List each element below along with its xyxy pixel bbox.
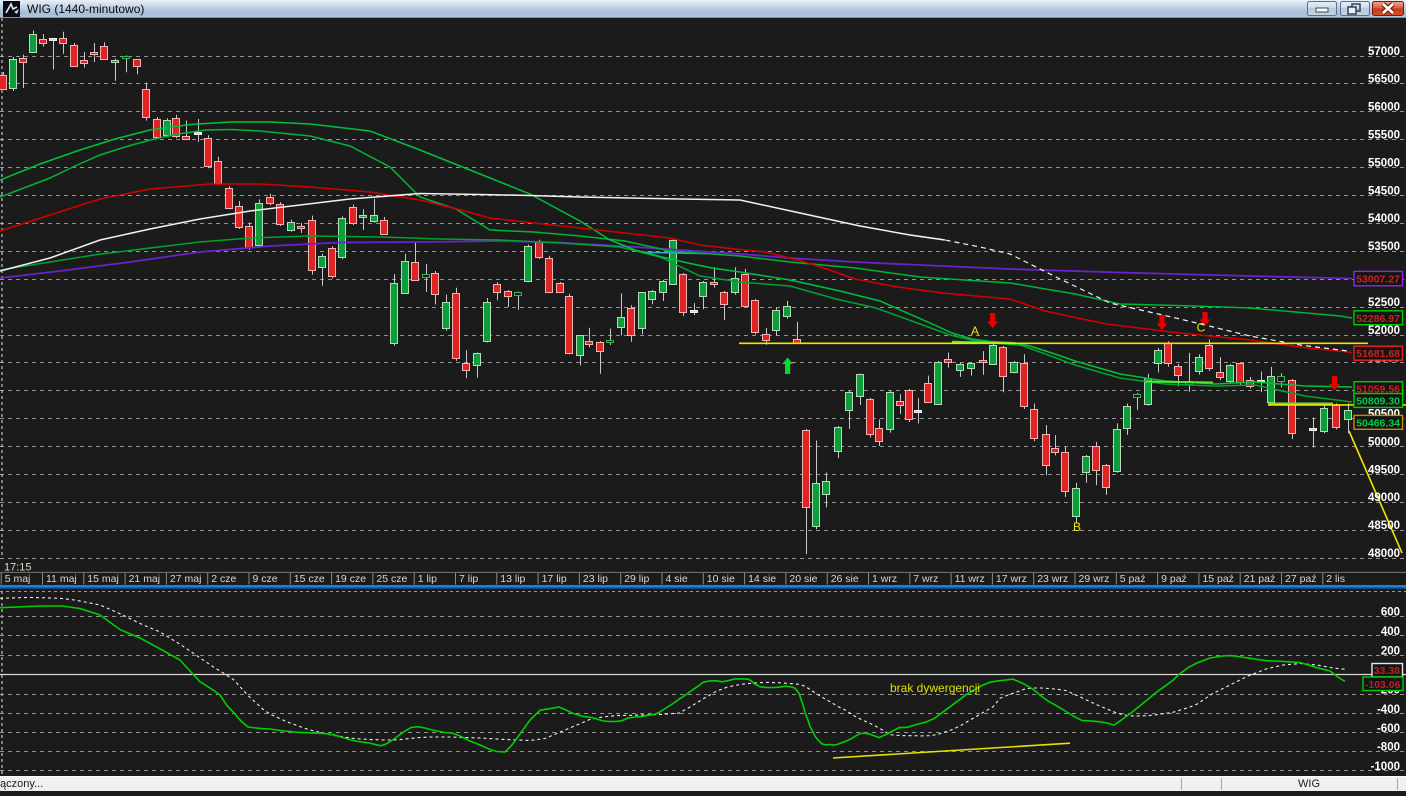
svg-text:400: 400 bbox=[1381, 626, 1400, 638]
svg-text:51681.68: 51681.68 bbox=[1356, 348, 1400, 360]
svg-text:14 sie: 14 sie bbox=[748, 573, 776, 585]
svg-text:29 lip: 29 lip bbox=[624, 573, 649, 585]
svg-text:52500: 52500 bbox=[1368, 297, 1400, 309]
svg-text:7 wrz: 7 wrz bbox=[913, 573, 938, 585]
svg-text:600: 600 bbox=[1381, 607, 1400, 619]
svg-text:17 lip: 17 lip bbox=[542, 573, 567, 585]
svg-text:-600: -600 bbox=[1377, 723, 1400, 735]
svg-text:-400: -400 bbox=[1377, 704, 1400, 716]
svg-text:C: C bbox=[1197, 321, 1206, 335]
svg-text:19 cze: 19 cze bbox=[335, 573, 366, 585]
svg-text:52000: 52000 bbox=[1368, 325, 1400, 337]
svg-text:13 lip: 13 lip bbox=[500, 573, 525, 585]
svg-text:52286.97: 52286.97 bbox=[1356, 313, 1400, 325]
svg-text:51059.56: 51059.56 bbox=[1356, 384, 1400, 396]
svg-text:56500: 56500 bbox=[1368, 74, 1400, 86]
svg-text:20 sie: 20 sie bbox=[789, 573, 817, 585]
svg-text:50809.30: 50809.30 bbox=[1356, 395, 1400, 407]
svg-text:-1000: -1000 bbox=[1371, 761, 1400, 773]
svg-text:4 sie: 4 sie bbox=[666, 573, 688, 585]
svg-text:17 wrz: 17 wrz bbox=[996, 573, 1027, 585]
svg-text:49000: 49000 bbox=[1368, 492, 1400, 504]
svg-text:B: B bbox=[1073, 520, 1081, 534]
svg-text:55500: 55500 bbox=[1368, 130, 1400, 142]
svg-text:56000: 56000 bbox=[1368, 102, 1400, 114]
svg-text:57000: 57000 bbox=[1368, 46, 1400, 58]
svg-text:15 cze: 15 cze bbox=[294, 573, 325, 585]
svg-text:50000: 50000 bbox=[1368, 436, 1400, 448]
svg-text:9 cze: 9 cze bbox=[253, 573, 278, 585]
svg-text:48000: 48000 bbox=[1368, 548, 1400, 560]
svg-text:48500: 48500 bbox=[1368, 520, 1400, 532]
svg-text:49500: 49500 bbox=[1368, 464, 1400, 476]
svg-text:53007.27: 53007.27 bbox=[1356, 274, 1400, 286]
svg-text:23 wrz: 23 wrz bbox=[1037, 573, 1068, 585]
svg-text:-103.06: -103.06 bbox=[1365, 679, 1401, 691]
svg-text:1 wrz: 1 wrz bbox=[872, 573, 897, 585]
svg-text:15 maj: 15 maj bbox=[87, 573, 119, 585]
svg-text:21 paź: 21 paź bbox=[1244, 573, 1276, 585]
svg-text:55000: 55000 bbox=[1368, 157, 1400, 169]
svg-text:11 maj: 11 maj bbox=[46, 573, 77, 585]
svg-text:11 wrz: 11 wrz bbox=[955, 573, 985, 585]
svg-text:50466.34: 50466.34 bbox=[1356, 417, 1400, 429]
svg-text:brak dywergencji: brak dywergencji bbox=[890, 681, 980, 695]
svg-text:26 sie: 26 sie bbox=[831, 573, 859, 585]
svg-text:1 lip: 1 lip bbox=[418, 573, 437, 585]
svg-text:27 paź: 27 paź bbox=[1285, 573, 1317, 585]
svg-text:5 paź: 5 paź bbox=[1120, 573, 1146, 585]
svg-text:2 cze: 2 cze bbox=[211, 573, 236, 585]
svg-text:9 paź: 9 paź bbox=[1161, 573, 1187, 585]
svg-text:-800: -800 bbox=[1377, 742, 1400, 754]
svg-text:25 cze: 25 cze bbox=[376, 573, 407, 585]
svg-text:53500: 53500 bbox=[1368, 241, 1400, 253]
svg-text:27 maj: 27 maj bbox=[170, 573, 202, 585]
svg-text:2 lis: 2 lis bbox=[1326, 573, 1345, 585]
svg-text:33.38: 33.38 bbox=[1374, 665, 1400, 677]
svg-text:5 maj: 5 maj bbox=[5, 573, 31, 585]
svg-text:54000: 54000 bbox=[1368, 213, 1400, 225]
svg-text:200: 200 bbox=[1381, 646, 1400, 658]
svg-text:17:15: 17:15 bbox=[4, 562, 32, 574]
svg-text:23 lip: 23 lip bbox=[583, 573, 608, 585]
svg-text:7 lip: 7 lip bbox=[459, 573, 478, 585]
svg-text:54500: 54500 bbox=[1368, 185, 1400, 197]
svg-text:10 sie: 10 sie bbox=[707, 573, 735, 585]
svg-text:15 paź: 15 paź bbox=[1202, 573, 1234, 585]
svg-text:A: A bbox=[971, 324, 979, 338]
svg-text:29 wrz: 29 wrz bbox=[1079, 573, 1110, 585]
svg-text:21 maj: 21 maj bbox=[129, 573, 161, 585]
